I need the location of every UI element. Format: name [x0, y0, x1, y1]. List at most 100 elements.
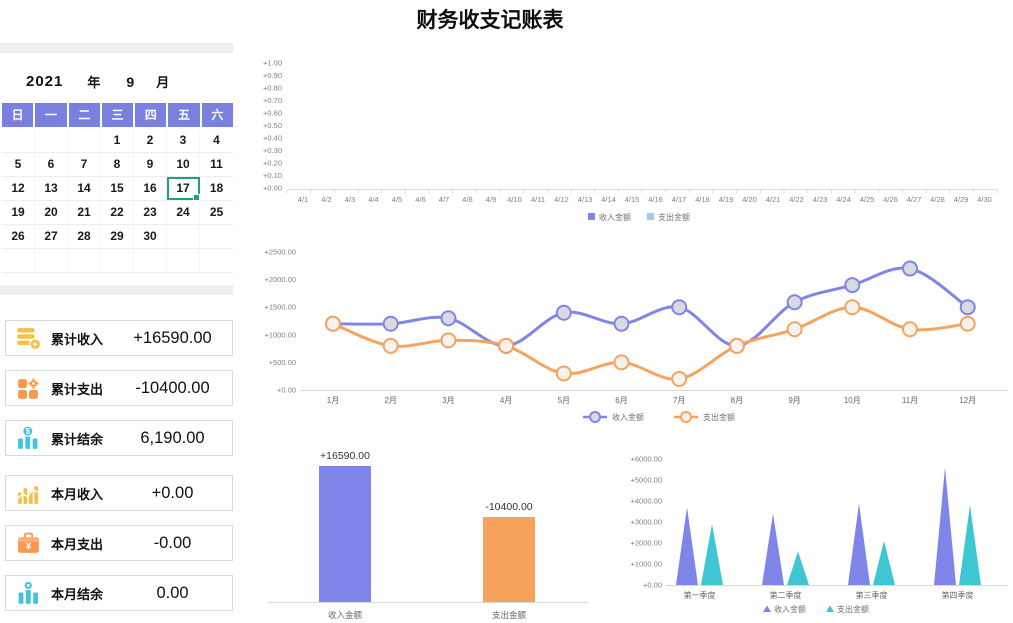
- svg-text:4/18: 4/18: [695, 195, 710, 204]
- calendar-day-cell[interactable]: 4: [213, 133, 220, 147]
- calendar-day-cell[interactable]: 5: [2, 153, 35, 176]
- svg-text:收入金额: 收入金额: [774, 604, 806, 614]
- calendar-day-cell[interactable]: 7: [68, 153, 101, 176]
- calendar-day-cell[interactable]: 27: [35, 225, 68, 248]
- svg-text:+5000.00: +5000.00: [631, 476, 663, 485]
- quarterly-chart-svg: +6000.00 +5000.00 +4000.00 +3000.00 +2000.00…: [631, 455, 1008, 614]
- stat-label: 累计收入: [51, 331, 104, 347]
- calendar-day-cell[interactable]: 30: [134, 225, 167, 248]
- calendar-day-cell[interactable]: 11: [210, 157, 223, 171]
- calendar-day-cell[interactable]: 6: [35, 153, 68, 176]
- calendar-empty-cell[interactable]: [101, 249, 134, 272]
- svg-text:4/25: 4/25: [860, 195, 875, 204]
- svg-text:+0.30: +0.30: [263, 146, 282, 155]
- calendar-day-cell[interactable]: 21: [68, 201, 101, 224]
- section-divider-top: [0, 43, 233, 53]
- weekday-header-cell: 二: [68, 103, 100, 127]
- calendar-day-cell[interactable]: 9: [134, 153, 167, 176]
- bar-data-label: +16590.00: [320, 450, 370, 462]
- calendar-day-cell[interactable]: 25: [209, 205, 224, 219]
- svg-text:4/28: 4/28: [930, 195, 945, 204]
- svg-text:+0.80: +0.80: [263, 84, 282, 93]
- svg-text:+2000.00: +2000.00: [631, 539, 663, 548]
- calendar-day-cell[interactable]: 15: [101, 177, 134, 200]
- svg-text:4/12: 4/12: [554, 195, 569, 204]
- calendar-day-cell[interactable]: 1: [101, 129, 134, 152]
- stat-card: ¥ 本月支出 -0.00: [5, 525, 233, 561]
- calendar-week-row: [2, 249, 233, 273]
- monthly-chart-svg: +2500.00 +2000.00 +1500.00 +1000.00 +500.00 +…: [265, 248, 1008, 423]
- calendar-day-cell[interactable]: 23: [134, 201, 167, 224]
- calendar-empty-cell[interactable]: [35, 129, 68, 152]
- calendar-empty-cell[interactable]: [68, 249, 101, 272]
- svg-text:+500.00: +500.00: [269, 358, 296, 367]
- svg-text:10月: 10月: [844, 396, 861, 405]
- svg-text:+1000.00: +1000.00: [631, 560, 663, 569]
- svg-text:4/29: 4/29: [954, 195, 969, 204]
- calendar-day-cell[interactable]: 8: [101, 153, 134, 176]
- svg-text:4/20: 4/20: [742, 195, 757, 204]
- section-divider-middle: [0, 285, 233, 295]
- blocks-gear-icon: [15, 376, 42, 401]
- total-bar-chart: +16590.00 收入金额 -10400.00 支出金额: [268, 440, 600, 623]
- calendar-day-cell[interactable]: 29: [101, 225, 134, 248]
- svg-text:+6000.00: +6000.00: [631, 455, 663, 464]
- stat-label: 累计支出: [51, 381, 104, 397]
- calendar-day-cell[interactable]: 26: [2, 225, 35, 248]
- svg-text:+0.00: +0.00: [263, 184, 282, 193]
- calendar-empty-cell[interactable]: [167, 249, 200, 272]
- svg-text:支出金额: 支出金额: [837, 604, 869, 614]
- calendar-day-cell[interactable]: 19: [2, 201, 35, 224]
- calendar-day-cell[interactable]: 10: [167, 153, 200, 176]
- calendar-day-cell[interactable]: 20: [35, 201, 68, 224]
- calendar-day-cell[interactable]: 13: [35, 177, 68, 200]
- calendar-empty-cell[interactable]: [200, 225, 233, 248]
- calendar-empty-cell[interactable]: [167, 225, 200, 248]
- svg-text:1月: 1月: [327, 396, 339, 405]
- calendar-empty-cell[interactable]: [134, 249, 167, 272]
- svg-text:4/4: 4/4: [368, 195, 378, 204]
- svg-text:4/3: 4/3: [345, 195, 355, 204]
- svg-text:6月: 6月: [615, 396, 627, 405]
- svg-text:+0.90: +0.90: [263, 71, 282, 80]
- calendar-day-cell[interactable]: 14: [68, 177, 101, 200]
- weekday-header-cell: 六: [201, 103, 233, 127]
- calendar-empty-cell[interactable]: [2, 129, 35, 152]
- svg-text:收入金额: 收入金额: [599, 212, 631, 222]
- calendar-empty-cell[interactable]: [200, 249, 233, 272]
- bar-category-label: 收入金额: [327, 610, 362, 620]
- calendar-empty-cell[interactable]: [35, 249, 68, 272]
- calendar-day-cell[interactable]: 12: [2, 177, 35, 200]
- svg-text:$: $: [26, 426, 31, 435]
- svg-text:+1.00: +1.00: [263, 59, 282, 68]
- svg-text:9月: 9月: [788, 396, 800, 405]
- calendar-day-cell[interactable]: 24: [167, 201, 200, 224]
- calendar-day-cell[interactable]: 18: [209, 181, 224, 195]
- calendar-day-cell-selected[interactable]: 17: [167, 177, 200, 201]
- calendar-day-cell[interactable]: 3: [167, 129, 200, 152]
- svg-text:4/30: 4/30: [977, 195, 992, 204]
- case-yen-icon: ¥: [15, 531, 42, 556]
- calendar-year-label: 年: [87, 75, 101, 90]
- bar-data-label: -10400.00: [485, 501, 533, 513]
- bar-chart-axis: [268, 602, 588, 603]
- calendar-empty-cell[interactable]: [2, 249, 35, 272]
- svg-text:4/24: 4/24: [836, 195, 851, 204]
- svg-text:4/9: 4/9: [486, 195, 496, 204]
- stat-value: -0.00: [153, 533, 192, 552]
- svg-text:4/7: 4/7: [439, 195, 449, 204]
- svg-text:4/19: 4/19: [719, 195, 734, 204]
- calendar-year[interactable]: 2021: [26, 73, 64, 90]
- calendar-day-cell[interactable]: 22: [101, 201, 134, 224]
- svg-text:4/26: 4/26: [883, 195, 898, 204]
- bars-dollar-icon: $: [15, 425, 42, 451]
- bars-badge-icon: [15, 580, 42, 606]
- stat-card: $ 累计结余 6,190.00: [5, 420, 233, 456]
- calendar-month[interactable]: 9: [126, 73, 135, 90]
- calendar-day-cell[interactable]: 28: [68, 225, 101, 248]
- calendar-week-row: 19 20 21 22 23 24 25: [2, 201, 233, 225]
- calendar-empty-cell[interactable]: [68, 129, 101, 152]
- calendar-day-cell[interactable]: 2: [134, 129, 167, 152]
- calendar-day-cell[interactable]: 16: [134, 177, 167, 200]
- svg-text:4/21: 4/21: [766, 195, 781, 204]
